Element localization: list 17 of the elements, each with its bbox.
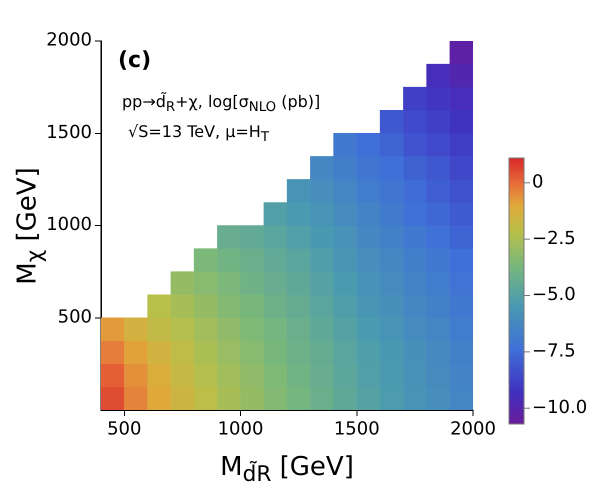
x-tick-label: 500 (107, 418, 142, 440)
color-bar-label: −7.5 (532, 340, 576, 362)
y-tick-label: 1000 (46, 214, 92, 236)
color-bar-label: −2.5 (532, 228, 576, 249)
y-tick-label: 500 (58, 306, 92, 328)
annotation: (c) (118, 48, 152, 73)
y-tick-label: 1500 (46, 122, 92, 143)
y-tick-label: 2000 (46, 30, 92, 51)
color-bar-label: −10.0 (532, 396, 588, 418)
color-bar-label: −5.0 (532, 284, 576, 306)
x-tick-label: 1000 (218, 418, 264, 440)
x-tick-label: 1500 (334, 418, 380, 440)
x-axis-title: M$_{d̃R}$ [GeV] (219, 452, 355, 488)
x-tick-label: 2000 (450, 418, 496, 440)
color-bar-label: 0 (532, 171, 544, 192)
annotation: √S=13 TeV, μ=H$_{T}$ (128, 122, 269, 146)
annotation: pp→d̃$_{R}$+χ, log[σ$_{NLO}$ (pb)] (122, 92, 320, 116)
